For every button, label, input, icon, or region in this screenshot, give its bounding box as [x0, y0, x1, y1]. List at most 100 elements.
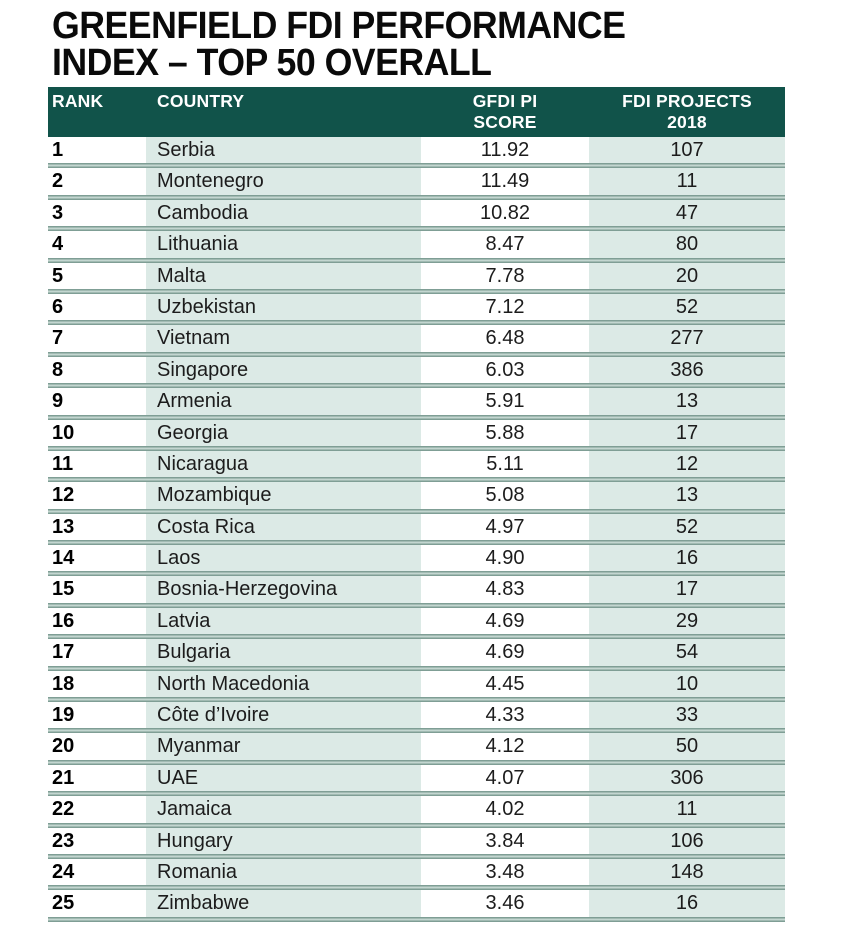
table-row: 18 North Macedonia 4.45 10 — [48, 671, 785, 697]
projects-cell: 80 — [675, 233, 699, 256]
rank-cell: 5 — [52, 264, 64, 287]
score-cell: 3.48 — [485, 860, 525, 883]
score-cell: 6.48 — [485, 327, 525, 350]
table-row: 1 Serbia 11.92 107 — [48, 137, 785, 163]
row-separator — [48, 445, 785, 451]
table-row: 16 Latvia 4.69 29 — [48, 608, 785, 634]
row-separator — [48, 163, 785, 169]
row-separator — [48, 916, 785, 922]
row-separator — [48, 602, 785, 608]
projects-cell: 11 — [676, 798, 698, 821]
score-cell: 5.11 — [486, 452, 524, 475]
row-separator — [48, 728, 785, 734]
score-cell: 5.88 — [485, 421, 525, 444]
rank-cell: 20 — [52, 735, 75, 758]
table-row: 17 Bulgaria 4.69 54 — [48, 639, 785, 665]
country-cell: Bosnia-Herzegovina — [157, 578, 338, 601]
country-cell: Vietnam — [157, 327, 231, 350]
rank-cell: 7 — [52, 327, 64, 350]
score-cell: 4.07 — [485, 766, 525, 789]
projects-cell: 52 — [675, 515, 699, 538]
score-cell: 8.47 — [485, 233, 525, 256]
projects-cell: 306 — [670, 766, 704, 789]
projects-cell: 13 — [675, 390, 699, 413]
rank-cell: 23 — [52, 829, 75, 852]
country-cell: Uzbekistan — [157, 295, 256, 318]
table-row: 9 Armenia 5.91 13 — [48, 388, 785, 414]
rank-cell: 12 — [52, 484, 75, 507]
table-row: 20 Myanmar 4.12 50 — [48, 733, 785, 759]
score-header-line-1: GFDI PI — [472, 91, 538, 111]
score-cell: 3.84 — [485, 829, 525, 852]
country-cell: Zimbabwe — [157, 892, 250, 915]
country-cell: Georgia — [157, 421, 229, 444]
rank-cell: 6 — [52, 295, 64, 318]
fdi-performance-table: RANK COUNTRY GFDI PI SCORE FDI PROJECTS 20… — [48, 87, 785, 922]
rank-cell: 11 — [52, 452, 74, 475]
row-separator — [48, 257, 785, 263]
page-title-line-1: GREENFIELD FDI PERFORMANCE — [52, 4, 626, 48]
table-row: 13 Costa Rica 4.97 52 — [48, 514, 785, 540]
score-cell: 7.78 — [485, 264, 525, 287]
rank-cell: 4 — [52, 233, 64, 256]
projects-cell: 13 — [675, 484, 699, 507]
table-row: 12 Mozambique 5.08 13 — [48, 482, 785, 508]
row-separator — [48, 853, 785, 859]
projects-cell: 54 — [675, 641, 699, 664]
projects-cell: 106 — [670, 829, 704, 852]
table-row: 24 Romania 3.48 148 — [48, 859, 785, 885]
score-cell: 4.45 — [485, 672, 525, 695]
row-separator — [48, 383, 785, 389]
row-separator — [48, 822, 785, 828]
table-row: 7 Vietnam 6.48 277 — [48, 325, 785, 351]
row-separator — [48, 320, 785, 326]
row-separator — [48, 194, 785, 200]
row-separator — [48, 697, 785, 703]
projects-cell: 148 — [670, 860, 704, 883]
projects-cell: 52 — [675, 295, 699, 318]
rank-cell: 14 — [52, 547, 75, 570]
score-cell: 4.97 — [485, 515, 525, 538]
rank-cell: 19 — [52, 704, 75, 727]
page-title-line-2: INDEX – TOP 50 OVERALL — [52, 41, 492, 85]
table-row: 15 Bosnia-Herzegovina 4.83 17 — [48, 576, 785, 602]
projects-cell: 50 — [675, 735, 699, 758]
country-cell: Montenegro — [157, 170, 264, 193]
projects-cell: 11 — [676, 170, 698, 193]
country-cell: Latvia — [157, 609, 211, 632]
projects-cell: 29 — [675, 609, 699, 632]
table-row: 6 Uzbekistan 7.12 52 — [48, 294, 785, 320]
country-cell: Cambodia — [157, 201, 249, 224]
projects-cell: 16 — [675, 547, 699, 570]
score-cell: 11.49 — [480, 170, 530, 193]
score-cell: 4.83 — [485, 578, 525, 601]
rank-cell: 22 — [52, 798, 75, 821]
rank-cell: 17 — [52, 641, 75, 664]
row-separator — [48, 759, 785, 765]
projects-cell: 20 — [675, 264, 699, 287]
country-cell: North Macedonia — [157, 672, 310, 695]
country-cell: Myanmar — [157, 735, 241, 758]
score-cell: 4.02 — [485, 798, 525, 821]
row-separator — [48, 791, 785, 797]
country-cell: Malta — [157, 264, 206, 287]
table-row: 2 Montenegro 11.49 11 — [48, 168, 785, 194]
country-cell: Mozambique — [157, 484, 272, 507]
page-title: GREENFIELD FDI PERFORMANCE INDEX – TOP 50… — [52, 4, 626, 85]
rank-cell: 18 — [52, 672, 75, 695]
table-header-row: RANK COUNTRY GFDI PI SCORE FDI PROJECTS 20… — [48, 87, 785, 137]
table-row: 4 Lithuania 8.47 80 — [48, 231, 785, 257]
projects-cell: 16 — [675, 892, 699, 915]
row-separator — [48, 477, 785, 483]
column-header-country: COUNTRY — [157, 91, 245, 111]
rank-cell: 21 — [52, 766, 75, 789]
score-cell: 6.03 — [485, 358, 525, 381]
country-cell: Laos — [157, 547, 201, 570]
row-separator — [48, 414, 785, 420]
projects-cell: 47 — [675, 201, 699, 224]
rank-cell: 9 — [52, 390, 64, 413]
rank-cell: 8 — [52, 358, 64, 381]
country-cell: Lithuania — [157, 233, 239, 256]
row-separator — [48, 226, 785, 232]
table-row: 14 Laos 4.90 16 — [48, 545, 785, 571]
